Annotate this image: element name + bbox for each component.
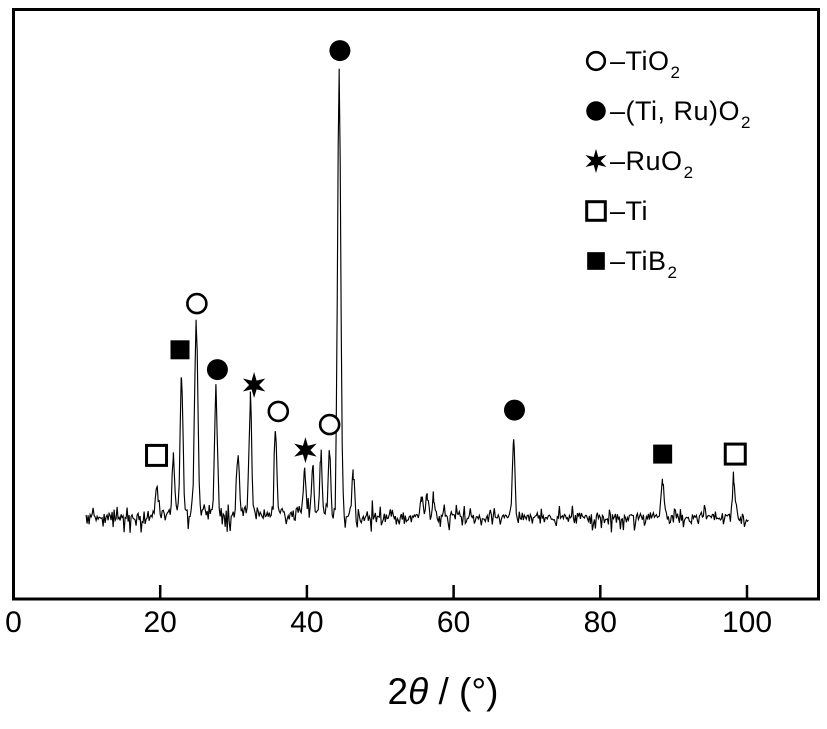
legend-formula: Ti — [625, 195, 649, 226]
legend-square-filled-glyph — [587, 252, 605, 270]
legend-formula: TiB — [625, 245, 667, 276]
x-axis-label: 2θ / (°) — [343, 671, 543, 713]
square-open-icon — [585, 200, 607, 222]
legend: –TiO2 –(Ti, Ru)O2 –RuO2 –Ti –TiB2 — [582, 36, 751, 286]
x-axis-label-pre: 2 — [387, 671, 409, 712]
legend-formula: RuO — [625, 145, 683, 176]
peak-marker-circle-open — [186, 292, 208, 315]
star-icon — [585, 148, 607, 174]
peak-marker-square-filled — [653, 444, 673, 464]
plot-border — [12, 8, 820, 601]
legend-separator: – — [610, 95, 626, 126]
plot-border-rect — [12, 8, 820, 601]
legend-item: –(Ti, Ru)O2 — [582, 86, 751, 136]
legend-item: –Ti — [582, 186, 750, 236]
legend-circle-filled-glyph — [586, 101, 606, 121]
peak-marker-star — [242, 372, 266, 398]
x-tick-label: 0 — [5, 606, 22, 639]
peak-marker-square-open — [723, 442, 747, 466]
square-filled-icon — [587, 252, 605, 270]
peak-marker-square-filled — [170, 340, 190, 360]
legend-label: –RuO2 — [610, 145, 693, 181]
legend-formula-subscript: 2 — [667, 262, 678, 282]
legend-item: –TiB2 — [582, 236, 750, 286]
legend-item: –RuO2 — [582, 136, 750, 186]
circle-open-icon — [585, 50, 607, 72]
legend-label: –(Ti, Ru)O2 — [610, 95, 751, 131]
legend-formula-subscript: 2 — [741, 112, 751, 132]
legend-separator: – — [610, 195, 626, 226]
legend-formula-subscript: 2 — [683, 162, 694, 182]
x-axis-label-post: / (°) — [428, 671, 499, 712]
legend-circle-open-glyph — [585, 50, 607, 72]
legend-label: –TiO2 — [610, 45, 680, 81]
peak-marker-circle-filled — [206, 359, 228, 381]
peak-marker-circle-filled — [503, 399, 525, 421]
legend-square-open-glyph — [585, 200, 607, 222]
legend-separator: – — [610, 145, 626, 176]
x-tick-label: 40 — [290, 606, 324, 639]
peak-marker-circle-open — [267, 400, 290, 423]
xrd-trace — [85, 68, 749, 533]
x-tick-label: 60 — [436, 606, 471, 639]
legend-label: –TiB2 — [610, 245, 677, 281]
xrd-trace-line — [85, 68, 749, 533]
circle-filled-icon — [586, 101, 606, 121]
legend-formula: TiO — [625, 45, 670, 76]
legend-separator: – — [610, 245, 626, 276]
x-tick-label: 100 — [721, 606, 773, 639]
x-axis-ticks — [158, 585, 749, 598]
peak-markers — [145, 40, 747, 467]
x-axis-label-theta: θ — [408, 671, 429, 712]
legend-separator: – — [610, 45, 626, 76]
peak-marker-circle-filled — [329, 40, 351, 62]
legend-item: –TiO2 — [582, 36, 750, 86]
peak-marker-square-open — [145, 443, 169, 467]
peak-marker-star — [294, 437, 317, 464]
legend-star-glyph — [585, 148, 607, 174]
legend-formula-subscript: 2 — [670, 62, 681, 82]
legend-formula: (Ti, Ru)O — [625, 95, 741, 126]
x-tick-label: 80 — [583, 606, 617, 639]
peak-marker-circle-open — [318, 413, 341, 436]
x-tick-label: 20 — [143, 606, 177, 639]
legend-label: –Ti — [610, 195, 649, 226]
